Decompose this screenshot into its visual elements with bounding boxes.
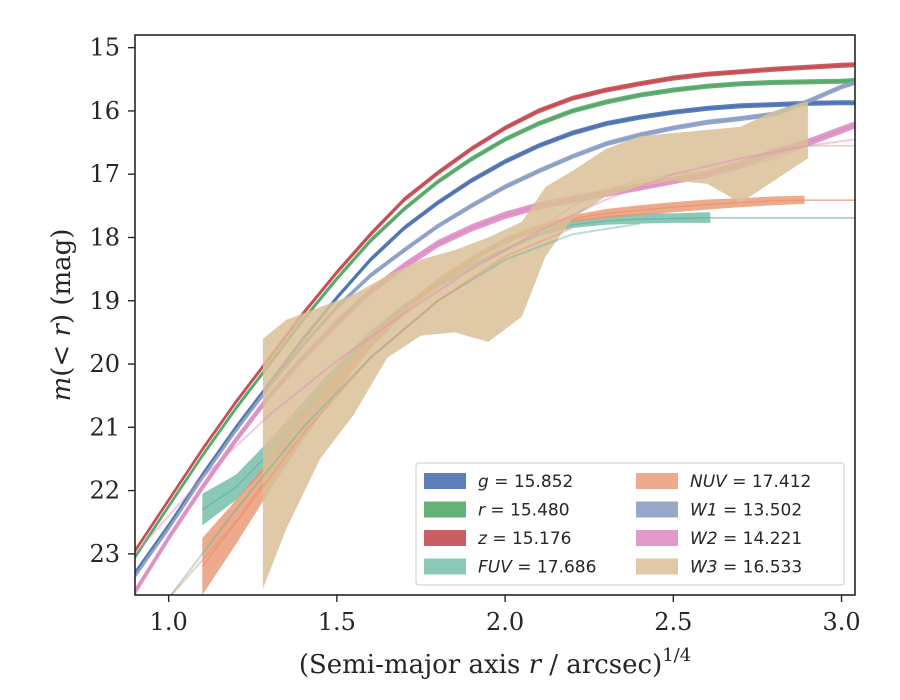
legend-label-g: g = 15.852 xyxy=(478,472,573,492)
legend-swatch-W1 xyxy=(636,501,678,518)
x-tick-label: 2.5 xyxy=(654,608,692,636)
legend-label-z: z = 15.176 xyxy=(477,529,571,549)
y-tick-label: 22 xyxy=(89,477,120,505)
series-trail-NUV xyxy=(170,227,573,595)
legend-label-NUV: NUV = 17.412 xyxy=(690,472,811,492)
x-tick-label: 2.0 xyxy=(486,608,524,636)
x-tick-label: 3.0 xyxy=(822,608,860,636)
y-tick-label: 18 xyxy=(89,223,120,251)
legend-swatch-r xyxy=(424,501,466,518)
legend-label-W3: W3 = 16.533 xyxy=(690,558,802,578)
legend-swatch-W3 xyxy=(636,558,678,575)
legend-swatch-NUV xyxy=(636,473,678,489)
series-r xyxy=(135,78,855,560)
series-trail-W2 xyxy=(135,138,855,555)
y-axis-label: m(< r) (mag) xyxy=(47,229,77,402)
y-axis-label-var2: r xyxy=(47,323,77,337)
legend: g = 15.852 r = 15.480 z = 15.176 FUV = 17.6… xyxy=(415,462,845,586)
legend-label-W2: W2 = 14.221 xyxy=(690,529,802,549)
y-tick-label: 21 xyxy=(89,413,120,441)
series-z xyxy=(135,62,855,554)
legend-label-r: r = 15.480 xyxy=(478,501,570,521)
x-axis-label-sup: 1/4 xyxy=(662,645,691,666)
series-layer xyxy=(135,62,855,595)
legend-swatch-z xyxy=(424,530,466,546)
y-tick-label: 16 xyxy=(89,97,120,125)
legend-swatch-FUV xyxy=(424,558,466,575)
y-tick-label: 15 xyxy=(89,34,120,62)
series-line-r xyxy=(135,79,855,558)
x-tick-label: 1.0 xyxy=(150,608,188,636)
series-trail-FUV xyxy=(169,222,640,595)
series-W3 xyxy=(262,101,855,589)
legend-swatch-W2 xyxy=(636,530,678,546)
x-axis-label: (Semi-major axis r / arcsec)1/4 xyxy=(299,645,691,680)
x-axis-label-pre: (Semi-major axis xyxy=(299,650,529,680)
series-g xyxy=(135,100,855,576)
y-tick-label: 19 xyxy=(89,287,120,315)
y-tick-label: 20 xyxy=(89,350,120,378)
y-tick-label: 17 xyxy=(89,160,120,188)
x-axis: 1.0 1.5 2.0 2.5 3.0 xyxy=(150,595,861,636)
y-axis-label-var1: m xyxy=(47,377,77,402)
series-line-W1 xyxy=(135,81,855,577)
series-band-W2 xyxy=(135,121,855,595)
x-axis-label-post: / arcsec) xyxy=(541,650,662,680)
series-band-W3 xyxy=(262,101,808,589)
legend-frame xyxy=(415,462,845,586)
x-tick-label: 1.5 xyxy=(318,608,356,636)
y-axis-label-post: ) (mag) xyxy=(47,229,77,325)
legend-swatch-g xyxy=(424,473,466,489)
series-W1 xyxy=(135,79,855,579)
series-line-z xyxy=(135,63,855,552)
legend-label-FUV: FUV = 17.686 xyxy=(478,558,596,578)
y-axis-label-mid: (< xyxy=(47,337,77,377)
legend-label-W1: W1 = 13.502 xyxy=(690,501,802,521)
series-line-g xyxy=(135,101,855,574)
series-line-W3 xyxy=(262,145,809,479)
y-axis: 15 16 17 18 19 20 21 22 23 xyxy=(89,34,135,568)
plot-frame xyxy=(134,34,856,596)
x-axis-label-var: r xyxy=(529,650,543,680)
y-tick-label: 23 xyxy=(89,540,120,568)
